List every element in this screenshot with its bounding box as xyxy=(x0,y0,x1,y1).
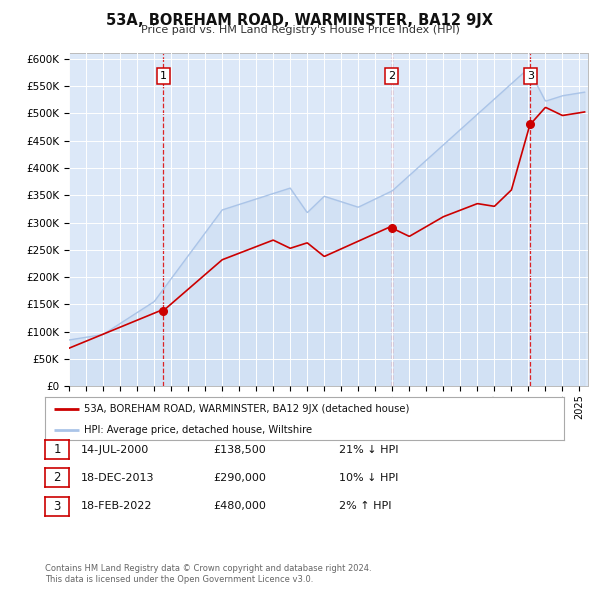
Text: HPI: Average price, detached house, Wiltshire: HPI: Average price, detached house, Wilt… xyxy=(84,425,312,435)
Text: Price paid vs. HM Land Registry's House Price Index (HPI): Price paid vs. HM Land Registry's House … xyxy=(140,25,460,35)
Text: 21% ↓ HPI: 21% ↓ HPI xyxy=(339,445,398,454)
Text: 14-JUL-2000: 14-JUL-2000 xyxy=(81,445,149,454)
Text: 2% ↑ HPI: 2% ↑ HPI xyxy=(339,502,391,511)
Text: 1: 1 xyxy=(53,443,61,456)
Text: 2: 2 xyxy=(53,471,61,484)
Text: 18-DEC-2013: 18-DEC-2013 xyxy=(81,473,155,483)
Text: 53A, BOREHAM ROAD, WARMINSTER, BA12 9JX: 53A, BOREHAM ROAD, WARMINSTER, BA12 9JX xyxy=(107,13,493,28)
Text: 53A, BOREHAM ROAD, WARMINSTER, BA12 9JX (detached house): 53A, BOREHAM ROAD, WARMINSTER, BA12 9JX … xyxy=(84,404,409,414)
Text: Contains HM Land Registry data © Crown copyright and database right 2024.: Contains HM Land Registry data © Crown c… xyxy=(45,565,371,573)
Text: £290,000: £290,000 xyxy=(213,473,266,483)
Text: This data is licensed under the Open Government Licence v3.0.: This data is licensed under the Open Gov… xyxy=(45,575,313,584)
Text: 3: 3 xyxy=(527,71,534,81)
Text: £138,500: £138,500 xyxy=(213,445,266,454)
Text: £480,000: £480,000 xyxy=(213,502,266,511)
Text: 1: 1 xyxy=(160,71,167,81)
Text: 3: 3 xyxy=(53,500,61,513)
Text: 18-FEB-2022: 18-FEB-2022 xyxy=(81,502,152,511)
Text: 10% ↓ HPI: 10% ↓ HPI xyxy=(339,473,398,483)
Text: 2: 2 xyxy=(388,71,395,81)
